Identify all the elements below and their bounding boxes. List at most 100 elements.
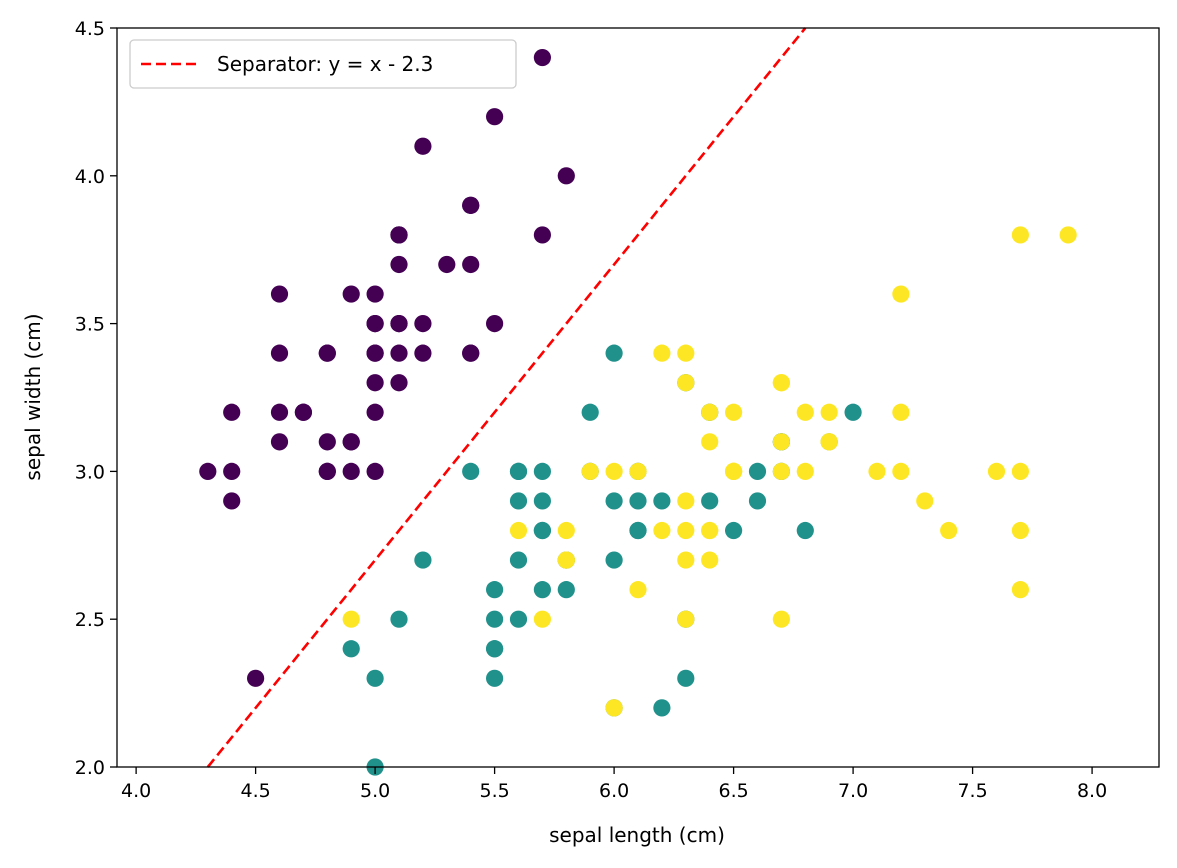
data-point [653, 699, 671, 717]
y-tick-label: 2.0 [75, 757, 105, 779]
data-point [270, 285, 289, 303]
data-point [533, 492, 552, 510]
legend-box [129, 39, 517, 89]
data-point [509, 610, 528, 628]
x-tick-label: 6.0 [599, 780, 629, 802]
data-point [509, 492, 528, 510]
data-point [390, 344, 408, 362]
separator-line [206, 27, 807, 768]
data-point [629, 581, 647, 599]
data-point [987, 462, 1006, 480]
data-point [916, 492, 934, 510]
x-tick-label: 5.0 [360, 780, 390, 802]
y-axis: 2.0 2.5 3.0 3.5 4.0 4.5 [75, 18, 117, 779]
data-point [701, 492, 719, 510]
y-tick-label: 4.5 [75, 18, 105, 40]
data-point [677, 374, 695, 392]
data-point [366, 403, 384, 421]
data-point [390, 374, 408, 392]
data-point [677, 669, 695, 687]
x-tick-label: 6.5 [718, 780, 748, 802]
data-point [820, 403, 838, 421]
data-point [390, 610, 408, 628]
data-point [653, 344, 671, 362]
data-point [533, 462, 552, 480]
data-point [725, 521, 743, 540]
x-axis-label: sepal length (cm) [549, 823, 725, 847]
legend: Separator: y = x - 2.3 [129, 39, 517, 89]
data-point [653, 492, 671, 510]
data-point [820, 433, 838, 451]
data-point [390, 315, 408, 333]
data-point [677, 492, 695, 510]
data-point [844, 403, 862, 421]
data-point [486, 581, 504, 599]
data-point [868, 462, 886, 480]
data-point [677, 344, 695, 362]
data-point [318, 433, 336, 451]
data-point [557, 167, 575, 185]
y-tick-label: 4.0 [75, 166, 105, 188]
data-point [1059, 226, 1077, 244]
data-point [701, 403, 719, 421]
data-point [701, 521, 719, 540]
data-point [414, 551, 432, 569]
data-point [223, 492, 241, 510]
data-point [533, 226, 552, 244]
data-point [605, 344, 623, 362]
data-point [796, 403, 814, 421]
x-tick-label: 4.5 [241, 780, 271, 802]
data-point [294, 403, 313, 421]
data-point [366, 462, 384, 480]
data-point [414, 137, 432, 155]
x-tick-label: 8.0 [1077, 780, 1107, 802]
data-point [533, 610, 552, 628]
x-axis: 4.0 4.5 5.0 5.5 6.0 6.5 7.0 7.5 8.0 [121, 767, 1107, 802]
data-point [390, 226, 408, 244]
data-point [342, 462, 360, 480]
data-point [677, 551, 695, 569]
y-axis-label: sepal width (cm) [21, 313, 45, 480]
data-point [581, 403, 599, 421]
data-point [605, 551, 623, 569]
data-point [796, 521, 814, 540]
data-point [725, 462, 743, 480]
data-point [581, 462, 599, 480]
data-point [605, 492, 623, 510]
data-point [557, 551, 575, 569]
data-point [509, 462, 528, 480]
data-point [629, 492, 647, 510]
data-point [605, 462, 623, 480]
data-point [390, 255, 408, 274]
data-point [414, 315, 432, 333]
data-point [557, 581, 575, 599]
data-point [366, 285, 384, 303]
data-point [1011, 581, 1029, 599]
data-point [892, 285, 910, 303]
plot-frame [116, 27, 1160, 768]
data-point [629, 462, 647, 480]
data-point [438, 255, 456, 274]
y-tick-label: 3.0 [75, 461, 105, 483]
data-point [701, 551, 719, 569]
data-point [1011, 521, 1029, 540]
data-point [486, 610, 504, 628]
data-point [748, 492, 767, 510]
separator-layer [206, 27, 807, 768]
x-tick-label: 4.0 [121, 780, 151, 802]
data-point [366, 315, 384, 333]
data-point [270, 344, 289, 362]
data-point [342, 610, 360, 628]
data-point [748, 462, 767, 480]
data-point [725, 403, 743, 421]
data-point [223, 462, 241, 480]
data-point [342, 433, 360, 451]
data-point [509, 521, 528, 540]
data-point [677, 610, 695, 628]
data-point [342, 640, 360, 658]
data-point [772, 374, 790, 392]
data-point [653, 521, 671, 540]
data-point [1011, 226, 1029, 244]
data-point [796, 462, 814, 480]
